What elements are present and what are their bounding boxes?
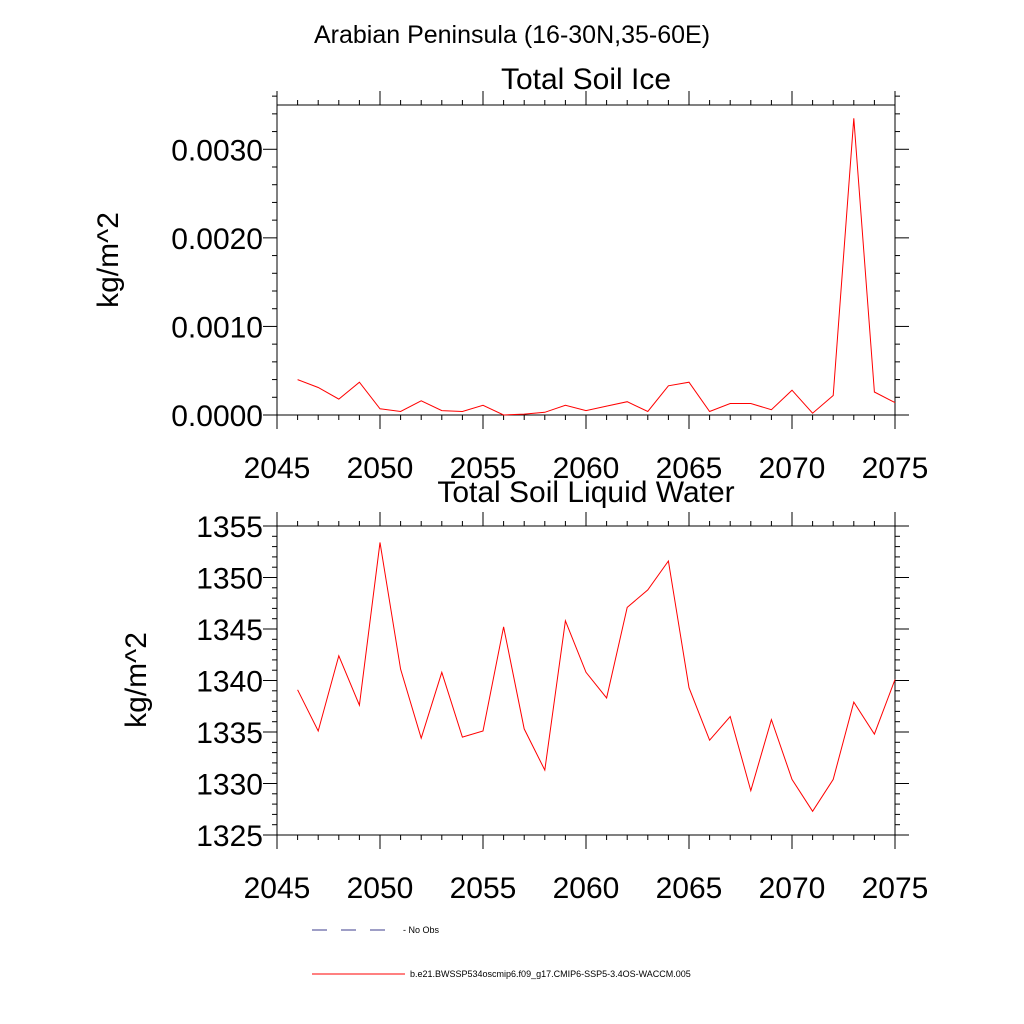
x-tick-label: 2070 (759, 872, 826, 905)
x-tick-label: 2070 (759, 452, 826, 485)
x-tick-label: 2065 (656, 872, 723, 905)
chart-title: Total Soil Ice (501, 63, 671, 96)
plot-frame (276, 104, 896, 416)
x-tick-label: 2055 (450, 872, 517, 905)
y-tick-label: 1350 (196, 563, 263, 596)
y-tick-label: 0.0010 (171, 311, 263, 344)
legend-label: - No Obs (403, 925, 440, 935)
legend: - No Obs b.e21.BWSSP534oscmip6.f09_g17.C… (312, 925, 691, 979)
legend-label: b.e21.BWSSP534oscmip6.f09_g17.CMIP6-SSP5… (410, 969, 691, 979)
plot-area: 2045 2050 2055 2060 2065 2070 2075 0.0000 0.0010… (171, 91, 928, 485)
y-tick-label: 1355 (196, 511, 263, 544)
x-tick-label: 2050 (347, 872, 414, 905)
legend-item-no-obs: - No Obs (312, 925, 440, 935)
y-tick-label: 1325 (196, 820, 263, 853)
chart-title: Total Soil Liquid Water (437, 476, 734, 509)
chart-total-soil-liquid-water: Total Soil Liquid Water kg/m^2 2045 2050 2… (120, 476, 928, 905)
x-tick-label: 2075 (862, 872, 929, 905)
y-tick-label: 0.0030 (171, 134, 263, 167)
chart-total-soil-ice: Total Soil Ice kg/m^2 2045 2050 2055 2060 20… (92, 63, 928, 485)
y-tick-label: 1345 (196, 614, 263, 647)
x-tick-label: 2060 (553, 872, 620, 905)
series-line (297, 118, 896, 416)
legend-item-model-run: b.e21.BWSSP534oscmip6.f09_g17.CMIP6-SSP5… (312, 969, 691, 979)
x-tick-label: 2075 (862, 452, 929, 485)
y-axis-label: kg/m^2 (120, 632, 153, 728)
x-tick-label: 2045 (244, 872, 311, 905)
y-tick-label: 1335 (196, 717, 263, 750)
x-tick-label: 2045 (244, 452, 311, 485)
main-title: Arabian Peninsula (16-30N,35-60E) (314, 21, 710, 49)
series-line (297, 542, 896, 813)
x-tick-label: 2055 (450, 452, 517, 485)
y-tick-label: 1330 (196, 769, 263, 802)
plot-frame (276, 525, 896, 836)
plot-area: 2045 2050 2055 2060 2065 2070 2075 1325 1330 1335… (196, 511, 928, 905)
x-tick-label: 2060 (553, 452, 620, 485)
y-tick-label: 0.0020 (171, 223, 263, 256)
y-tick-label: 0.0000 (171, 400, 263, 433)
y-axis-label: kg/m^2 (92, 212, 125, 308)
y-tick-label: 1340 (196, 666, 263, 699)
x-tick-label: 2050 (347, 452, 414, 485)
x-tick-label: 2065 (656, 452, 723, 485)
